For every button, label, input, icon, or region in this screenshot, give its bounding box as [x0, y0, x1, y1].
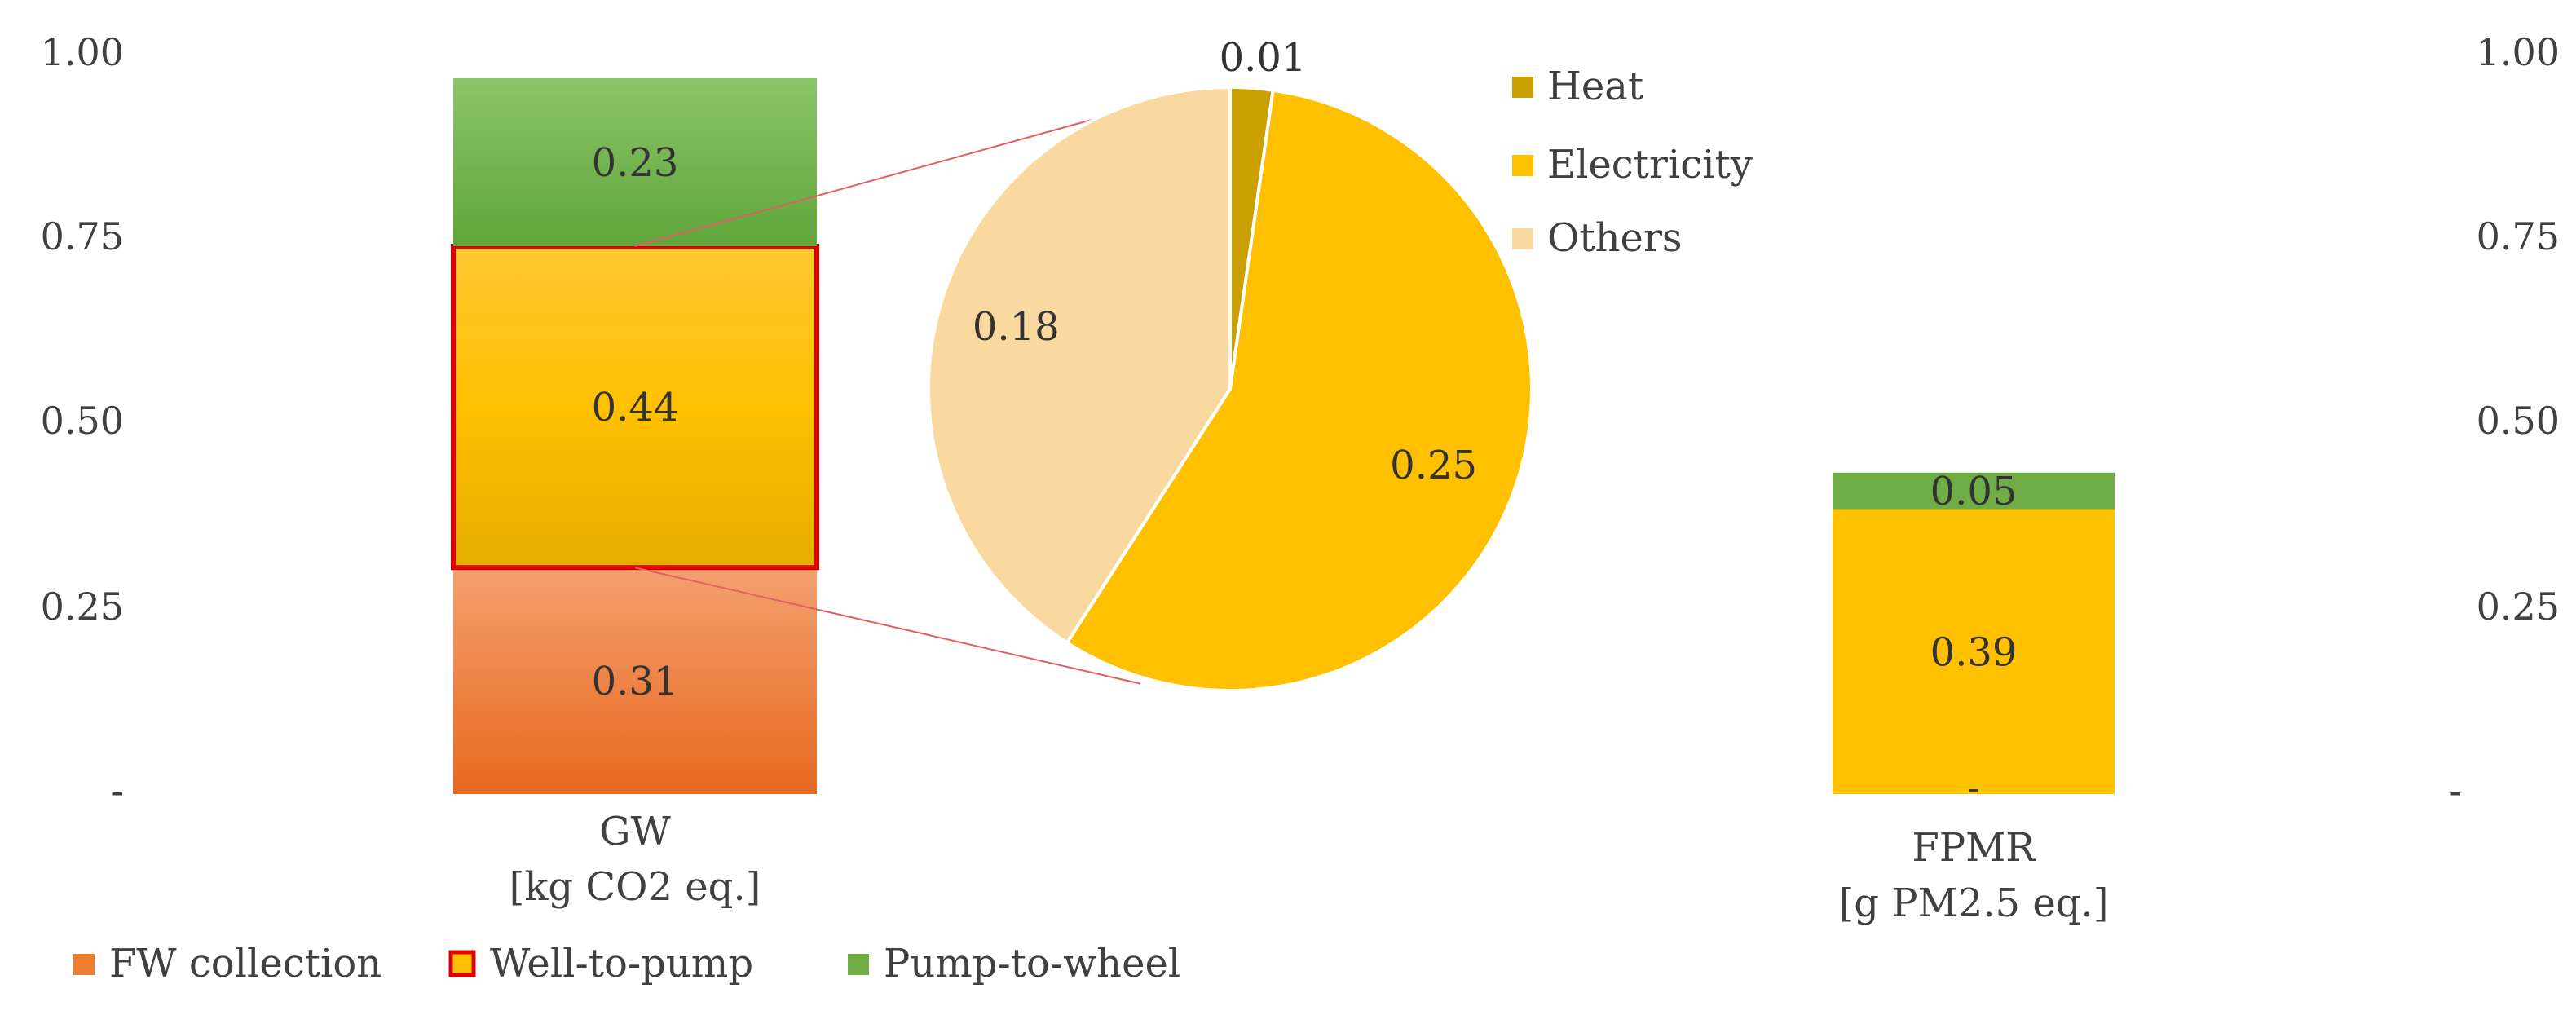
category-zero-tick-fpmr: -	[1967, 766, 1980, 810]
legend-label-fw-collection: FW collection	[109, 941, 382, 986]
legend-label-electricity: Electricity	[1547, 142, 1753, 188]
category-label-fpmr: FPMR	[1912, 825, 2037, 871]
bar-segment-fw-collection	[453, 567, 817, 794]
y-tick-right: 0.25	[2477, 585, 2560, 629]
pie-value-label-electricity: 0.25	[1390, 443, 1477, 488]
legend-swatch-pump-to-wheel	[848, 954, 869, 975]
category-unit-gw: [kg CO2 eq.]	[509, 864, 761, 910]
y-axis-left: 1.00 0.75 0.50 0.25 -	[41, 30, 124, 813]
pie-value-label-others: 0.18	[973, 304, 1060, 350]
y-tick-right: 0.50	[2477, 399, 2560, 443]
x-axis-labels: GW [kg CO2 eq.] - FPMR [g PM2.5 eq.]	[509, 766, 2109, 926]
bar-value-label: 0.05	[1930, 469, 2018, 514]
pie-slice-others	[927, 85, 1232, 646]
legend-swatch-fw-collection	[73, 954, 95, 975]
bar-segment-well-to-pump	[1833, 509, 2115, 794]
category-label-gw: GW	[599, 809, 671, 854]
bar-value-label: 0.39	[1930, 629, 2018, 675]
category-unit-fpmr: [g PM2.5 eq.]	[1839, 880, 2109, 926]
series-legend: FW collection Well-to-pump Pump-to-wheel	[73, 941, 1180, 986]
y-axis-right: 1.00 0.75 0.50 0.25 -	[2449, 30, 2560, 813]
bar-value-label: 0.23	[592, 140, 679, 186]
legend-swatch-others	[1512, 228, 1533, 249]
legend-label-heat: Heat	[1547, 64, 1643, 109]
y-tick-left: 0.75	[41, 214, 124, 258]
bar-segment-pump-to-wheel	[1833, 472, 2115, 510]
y-tick-left: 1.00	[41, 30, 124, 74]
legend-swatch-well-to-pump	[448, 950, 476, 977]
stacked-bars: 0.31 0.44 0.23 0.39 0.05	[451, 77, 2115, 794]
y-tick-right: 1.00	[2477, 30, 2560, 74]
legend-label-pump-to-wheel: Pump-to-wheel	[884, 941, 1180, 986]
inset-pie: 0.01 0.25 0.18	[927, 35, 1533, 692]
pie-value-label-heat: 0.01	[1220, 35, 1307, 81]
bar-segment-pump-to-wheel	[453, 77, 817, 246]
pie-slice-electricity	[1065, 88, 1533, 692]
legend-label-well-to-pump: Well-to-pump	[490, 941, 753, 986]
y-tick-left: 0.50	[41, 399, 124, 443]
legend-swatch-electricity	[1512, 155, 1533, 176]
y-tick-right: -	[2449, 769, 2462, 813]
connector-line-bottom	[634, 567, 1141, 685]
y-tick-left: 0.25	[41, 585, 124, 629]
legend-label-others: Others	[1547, 215, 1683, 261]
y-tick-right: 0.75	[2477, 214, 2560, 258]
legend-swatch-heat	[1512, 77, 1533, 98]
bar-value-label: 0.31	[592, 659, 679, 704]
pie-legend: Heat Electricity Others	[1512, 64, 1753, 261]
bar-value-label: 0.44	[592, 385, 679, 430]
y-tick-left: -	[111, 769, 124, 813]
